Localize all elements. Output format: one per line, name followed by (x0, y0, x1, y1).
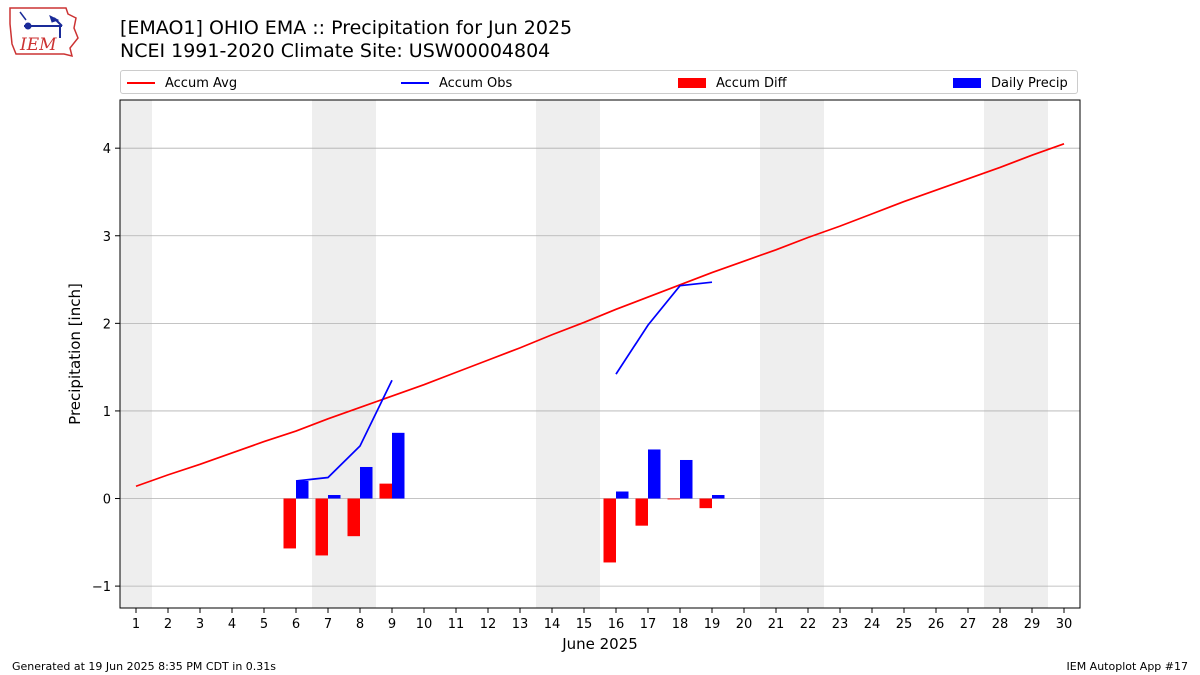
x-tick-label: 28 (992, 617, 1009, 632)
daily-precip-bar (680, 459, 693, 499)
x-tick-label: 2 (164, 617, 172, 632)
x-tick-label: 25 (896, 617, 913, 632)
x-tick-label: 16 (608, 617, 625, 632)
daily-precip-bar (648, 449, 661, 499)
x-tick-label: 13 (512, 617, 529, 632)
accum-diff-bar (347, 498, 360, 537)
x-tick-label: 29 (1024, 617, 1041, 632)
x-tick-label: 14 (544, 617, 561, 632)
chart-title: [EMAO1] OHIO EMA :: Precipitation for Ju… (120, 17, 573, 39)
x-tick-label: 8 (356, 617, 364, 632)
y-tick-label: 2 (103, 317, 111, 332)
legend-swatch (953, 78, 981, 88)
x-tick-label: 7 (324, 617, 332, 632)
x-tick-label: 12 (480, 617, 497, 632)
accum-diff-bar (667, 498, 680, 500)
weekend-band (536, 100, 600, 608)
x-tick-label: 4 (228, 617, 236, 632)
x-tick-label: 15 (576, 617, 593, 632)
daily-precip-bar (712, 495, 725, 499)
accum-diff-bar (603, 498, 616, 563)
y-tick-label: 0 (103, 493, 111, 508)
x-tick-label: 20 (736, 617, 753, 632)
legend-label: Daily Precip (991, 75, 1068, 91)
weekend-band (984, 100, 1048, 608)
x-tick-label: 23 (832, 617, 849, 632)
x-tick-label: 30 (1056, 617, 1073, 632)
accum-diff-bar (379, 483, 392, 499)
legend-swatch (678, 78, 706, 88)
iem-logo: IEM (9, 7, 79, 58)
accum-diff-bar (283, 498, 296, 549)
x-tick-label: 22 (800, 617, 817, 632)
plot-frame (119, 99, 1081, 609)
y-tick-label: 4 (103, 142, 111, 157)
legend-label: Accum Avg (165, 75, 238, 91)
x-tick-label: 3 (196, 617, 204, 632)
weather-station-icon (19, 11, 63, 38)
daily-precip-bar (328, 495, 341, 499)
legend-label: Accum Obs (439, 75, 513, 91)
y-tick-label: −1 (92, 580, 111, 595)
x-tick-label: 9 (388, 617, 396, 632)
legend-swatch (401, 82, 429, 84)
x-axis-label: June 2025 (561, 635, 638, 653)
x-tick-label: 27 (960, 617, 977, 632)
weekend-band (120, 100, 152, 608)
footer-generated-text: Generated at 19 Jun 2025 8:35 PM CDT in … (12, 660, 277, 673)
legend: Accum Avg Accum Obs Accum Diff Daily Pre… (120, 70, 1078, 94)
accum-obs-line (295, 281, 713, 482)
accum-diff-bar (315, 498, 328, 556)
daily-precip-bar (296, 481, 309, 499)
x-tick-label: 26 (928, 617, 945, 632)
x-tick-label: 5 (260, 617, 268, 632)
logo-text: IEM (19, 35, 57, 55)
x-tick-label: 11 (448, 617, 465, 632)
daily-precip-bar (392, 432, 405, 499)
y-tick-label: 1 (103, 405, 111, 420)
legend-item-accum-avg: Accum Avg (127, 74, 237, 92)
x-tick-label: 18 (672, 617, 689, 632)
accum-diff-bar (699, 498, 712, 509)
footer-app-label: IEM Autoplot App #17 (1066, 660, 1189, 673)
x-tick-label: 19 (704, 617, 721, 632)
legend-item-accum-obs: Accum Obs (401, 74, 512, 92)
accum-diff-bar (635, 498, 648, 526)
legend-swatch (127, 82, 155, 84)
legend-item-accum-diff: Accum Diff (678, 74, 787, 92)
y-tick-label: 3 (103, 230, 111, 245)
y-axis-label: Precipitation [inch] (66, 283, 84, 425)
weekend-band (760, 100, 824, 608)
daily-precip-bar (360, 466, 373, 499)
x-tick-label: 17 (640, 617, 657, 632)
legend-item-daily-precip: Daily Precip (953, 74, 1068, 92)
accum-avg-line (135, 142, 1065, 488)
chart-subtitle: NCEI 1991-2020 Climate Site: USW00004804 (120, 40, 551, 62)
x-tick-label: 24 (864, 617, 881, 632)
x-tick-label: 21 (768, 617, 785, 632)
x-tick-label: 1 (132, 617, 140, 632)
x-tick-label: 10 (416, 617, 433, 632)
daily-precip-bar (616, 491, 629, 499)
x-tick-label: 6 (292, 617, 300, 632)
legend-label: Accum Diff (716, 75, 787, 91)
